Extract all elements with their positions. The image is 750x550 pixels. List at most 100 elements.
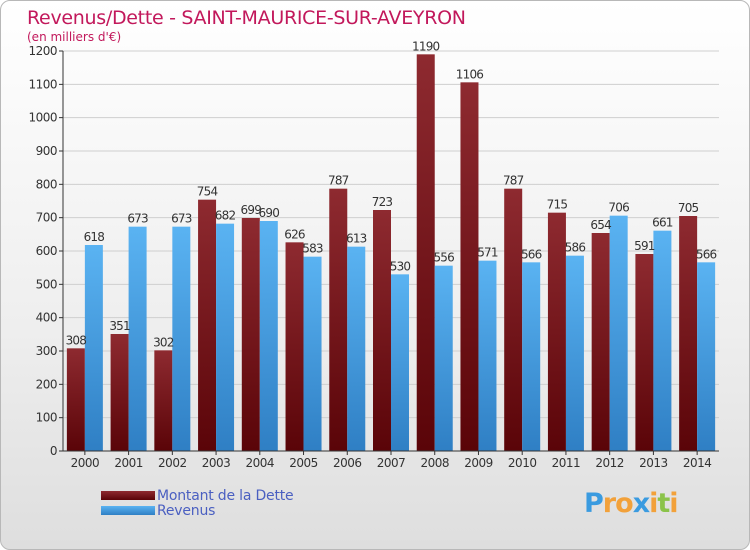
bar-revenus <box>565 255 584 451</box>
y-tick-label: 100 <box>36 411 57 425</box>
legend-swatch-revenus <box>101 506 155 515</box>
bar-revenus <box>522 262 541 451</box>
y-tick-label: 1100 <box>28 77 57 91</box>
legend-item-revenus: Revenus <box>101 502 293 519</box>
data-label-dette: 308 <box>66 333 87 347</box>
bar-revenus <box>128 226 147 451</box>
bar-dette <box>373 210 391 451</box>
x-tick-label: 2000 <box>71 456 100 470</box>
data-label-dette: 1190 <box>412 39 440 53</box>
data-label-revenus: 682 <box>215 209 236 223</box>
x-tick-label: 2006 <box>333 456 362 470</box>
x-tick-label: 2011 <box>552 456 581 470</box>
bar-dette <box>504 188 523 451</box>
bar-revenus <box>84 245 103 451</box>
bar-revenus <box>478 260 497 451</box>
bar-revenus <box>653 230 672 451</box>
y-tick-label: 1000 <box>28 111 57 125</box>
data-label-revenus: 571 <box>477 246 498 260</box>
bar-revenus <box>216 223 235 451</box>
bar-dette <box>285 242 304 451</box>
x-tick-label: 2001 <box>114 456 143 470</box>
data-label-dette: 699 <box>241 203 262 217</box>
x-tick-label: 2002 <box>158 456 187 470</box>
proxiti-logo: Proxiti <box>584 488 679 519</box>
bar-dette <box>679 216 698 451</box>
legend-label-revenus: Revenus <box>157 502 216 519</box>
legend-label-dette: Montant de la Dette <box>157 487 294 504</box>
x-tick-label: 2010 <box>508 456 537 470</box>
data-label-dette: 705 <box>678 201 699 215</box>
data-label-dette: 754 <box>197 185 218 199</box>
logo-letter: i <box>649 488 658 519</box>
bar-revenus <box>609 215 628 451</box>
x-tick-label: 2003 <box>202 456 231 470</box>
x-tick-label: 2007 <box>377 456 406 470</box>
y-tick-label: 500 <box>36 277 57 291</box>
bar-dette <box>416 54 435 451</box>
bar-dette <box>198 199 217 451</box>
legend-swatch-dette <box>101 491 155 500</box>
bar-revenus <box>259 221 278 451</box>
data-label-revenus: 661 <box>652 216 673 230</box>
data-label-dette: 723 <box>372 195 393 209</box>
bar-revenus <box>347 246 366 451</box>
data-label-revenus: 613 <box>346 232 367 246</box>
x-tick-label: 2005 <box>289 456 318 470</box>
x-tick-label: 2013 <box>639 456 668 470</box>
y-tick-label: 0 <box>50 444 57 458</box>
data-label-dette: 351 <box>109 319 130 333</box>
y-tick-label: 700 <box>36 211 57 225</box>
x-tick-label: 2012 <box>595 456 624 470</box>
data-label-dette: 654 <box>590 218 611 232</box>
y-tick-label: 300 <box>36 344 57 358</box>
x-tick-label: 2009 <box>464 456 493 470</box>
y-tick-label: 400 <box>36 311 57 325</box>
chart-subtitle: (en milliers d'€) <box>27 30 122 44</box>
y-tick-label: 1200 <box>28 44 57 58</box>
bar-dette <box>329 188 348 451</box>
logo-letter: P <box>584 488 604 519</box>
x-tick-label: 2004 <box>246 456 275 470</box>
bar-revenus <box>172 226 191 451</box>
bar-revenus <box>697 262 716 451</box>
chart-title: Revenus/Dette - SAINT-MAURICE-SUR-AVEYRO… <box>27 7 466 29</box>
data-label-revenus: 566 <box>696 247 717 261</box>
x-tick-label: 2008 <box>420 456 449 470</box>
logo-letter: r <box>602 488 616 519</box>
bar-revenus <box>434 265 453 451</box>
y-tick-label: 600 <box>36 244 57 258</box>
legend: Montant de la Dette Revenus <box>101 487 294 519</box>
data-label-revenus: 530 <box>390 259 411 273</box>
data-label-dette: 626 <box>284 227 305 241</box>
data-label-dette: 787 <box>503 174 524 188</box>
data-label-dette: 302 <box>153 335 174 349</box>
data-label-revenus: 566 <box>521 247 542 261</box>
logo-letter: i <box>669 488 678 519</box>
data-label-revenus: 583 <box>302 242 323 256</box>
bar-dette <box>66 348 85 451</box>
data-label-dette: 591 <box>634 239 655 253</box>
logo-letter: x <box>632 488 650 519</box>
data-label-revenus: 673 <box>171 212 192 226</box>
data-label-revenus: 586 <box>565 241 586 255</box>
bar-revenus <box>303 256 322 451</box>
bar-dette <box>154 350 173 451</box>
bar-dette <box>110 334 129 451</box>
x-tick-label: 2014 <box>683 456 712 470</box>
data-label-revenus: 556 <box>433 251 454 265</box>
bar-revenus <box>391 274 409 451</box>
data-label-dette: 715 <box>547 198 568 212</box>
data-label-dette: 1106 <box>456 67 484 81</box>
data-label-revenus: 706 <box>608 201 629 215</box>
bar-dette <box>241 218 260 451</box>
data-label-revenus: 673 <box>127 212 148 226</box>
data-label-dette: 787 <box>328 174 349 188</box>
bar-dette <box>635 254 654 451</box>
data-label-revenus: 690 <box>259 206 280 220</box>
logo-letter: o <box>615 488 634 519</box>
legend-item-dette: Montant de la Dette <box>101 487 294 504</box>
bar-dette <box>591 233 610 451</box>
